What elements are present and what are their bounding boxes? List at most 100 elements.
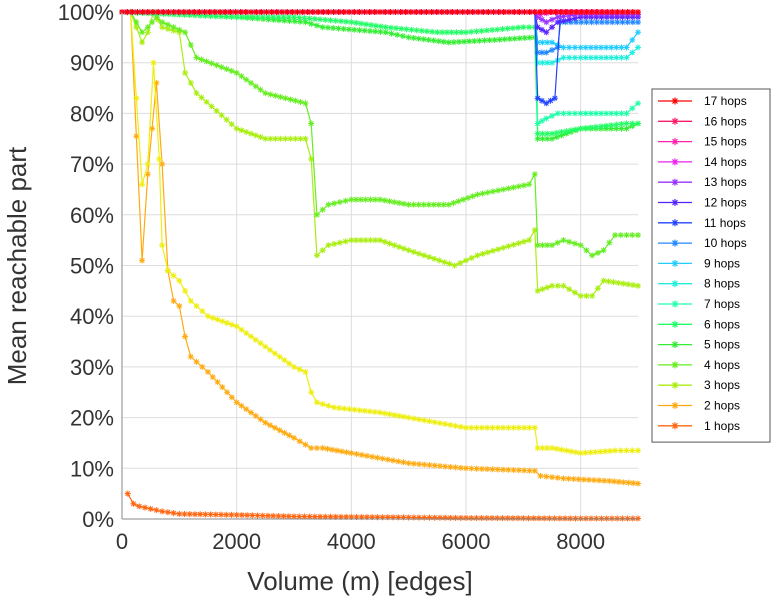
data-point	[499, 26, 506, 33]
data-point	[538, 49, 545, 56]
data-point	[442, 514, 449, 521]
data-point	[209, 314, 216, 321]
data-point	[228, 511, 235, 518]
data-point	[410, 201, 417, 208]
data-point	[302, 19, 309, 26]
data-point	[582, 11, 589, 18]
data-point	[578, 19, 585, 26]
data-point	[544, 242, 551, 249]
data-point	[526, 424, 533, 431]
data-point	[348, 19, 355, 26]
data-point	[294, 9, 301, 15]
data-point	[374, 514, 381, 521]
data-point	[505, 424, 512, 431]
data-point	[560, 475, 567, 482]
data-point	[613, 54, 620, 61]
data-point	[560, 282, 567, 289]
data-point	[400, 413, 407, 420]
data-point	[332, 17, 339, 24]
data-point	[263, 9, 270, 15]
data-point	[475, 9, 482, 15]
data-point	[618, 44, 625, 51]
data-point	[592, 44, 599, 51]
data-point	[164, 25, 171, 32]
data-point	[153, 79, 160, 86]
data-point	[351, 406, 358, 413]
data-point	[560, 13, 567, 20]
data-point	[186, 511, 193, 518]
data-point	[276, 427, 283, 434]
data-point	[511, 9, 518, 15]
data-point	[547, 9, 554, 15]
data-point	[377, 237, 383, 244]
data-point	[343, 513, 350, 520]
data-point	[603, 122, 610, 129]
data-point	[480, 9, 487, 15]
data-point	[515, 183, 522, 190]
data-point	[495, 246, 502, 253]
data-point	[593, 9, 600, 15]
data-point	[139, 39, 146, 46]
data-point	[366, 28, 373, 35]
data-point	[233, 511, 240, 518]
data-point	[243, 406, 250, 413]
data-point	[358, 20, 365, 27]
data-point	[463, 465, 469, 472]
y-tick-label: 20%	[70, 406, 114, 431]
data-point	[371, 9, 378, 15]
data-point	[249, 512, 256, 519]
data-point	[170, 24, 177, 31]
data-point	[337, 18, 344, 25]
data-point	[509, 25, 516, 32]
data-point	[571, 44, 578, 51]
data-point	[635, 29, 641, 36]
data-point	[348, 450, 355, 457]
data-point	[471, 38, 478, 45]
data-point	[396, 412, 403, 419]
data-point	[596, 477, 603, 484]
data-point	[367, 22, 374, 29]
data-point	[539, 445, 546, 452]
data-point	[629, 105, 636, 112]
data-point	[259, 512, 266, 519]
legend-item: 8 hops	[658, 277, 740, 291]
data-point	[361, 407, 368, 414]
data-point	[205, 368, 211, 375]
data-point	[197, 12, 204, 19]
tick-labels: 0% 10% 20% 30% 40% 50% 60% 70% 80% 90% 100% 0 2000 40…	[58, 0, 605, 554]
data-point	[165, 9, 172, 15]
data-point	[499, 515, 506, 522]
legend-marker	[671, 219, 679, 227]
data-point	[367, 196, 374, 203]
data-point	[587, 110, 594, 117]
data-point	[223, 511, 230, 518]
data-point	[398, 25, 405, 32]
data-point	[345, 26, 352, 33]
legend-label: 3 hops	[704, 378, 740, 392]
data-point	[384, 456, 391, 463]
data-point	[505, 466, 512, 473]
data-point	[566, 12, 573, 19]
data-point	[431, 419, 438, 426]
data-point	[612, 447, 619, 454]
data-point	[635, 9, 641, 15]
data-point	[603, 515, 610, 522]
data-point	[377, 28, 384, 35]
data-point	[377, 23, 384, 30]
data-point	[629, 36, 636, 43]
data-point	[635, 480, 641, 487]
data-point	[577, 242, 584, 249]
data-point	[219, 318, 226, 325]
data-point	[397, 9, 404, 15]
legend-label: 14 hops	[704, 155, 747, 169]
data-point	[199, 308, 206, 315]
data-point	[635, 120, 641, 127]
data-point	[463, 29, 469, 36]
data-point	[623, 447, 630, 454]
data-point	[486, 37, 493, 44]
data-point	[320, 9, 327, 15]
data-point	[342, 197, 349, 204]
data-point	[614, 9, 621, 15]
data-point	[252, 132, 259, 139]
data-point	[342, 238, 349, 245]
